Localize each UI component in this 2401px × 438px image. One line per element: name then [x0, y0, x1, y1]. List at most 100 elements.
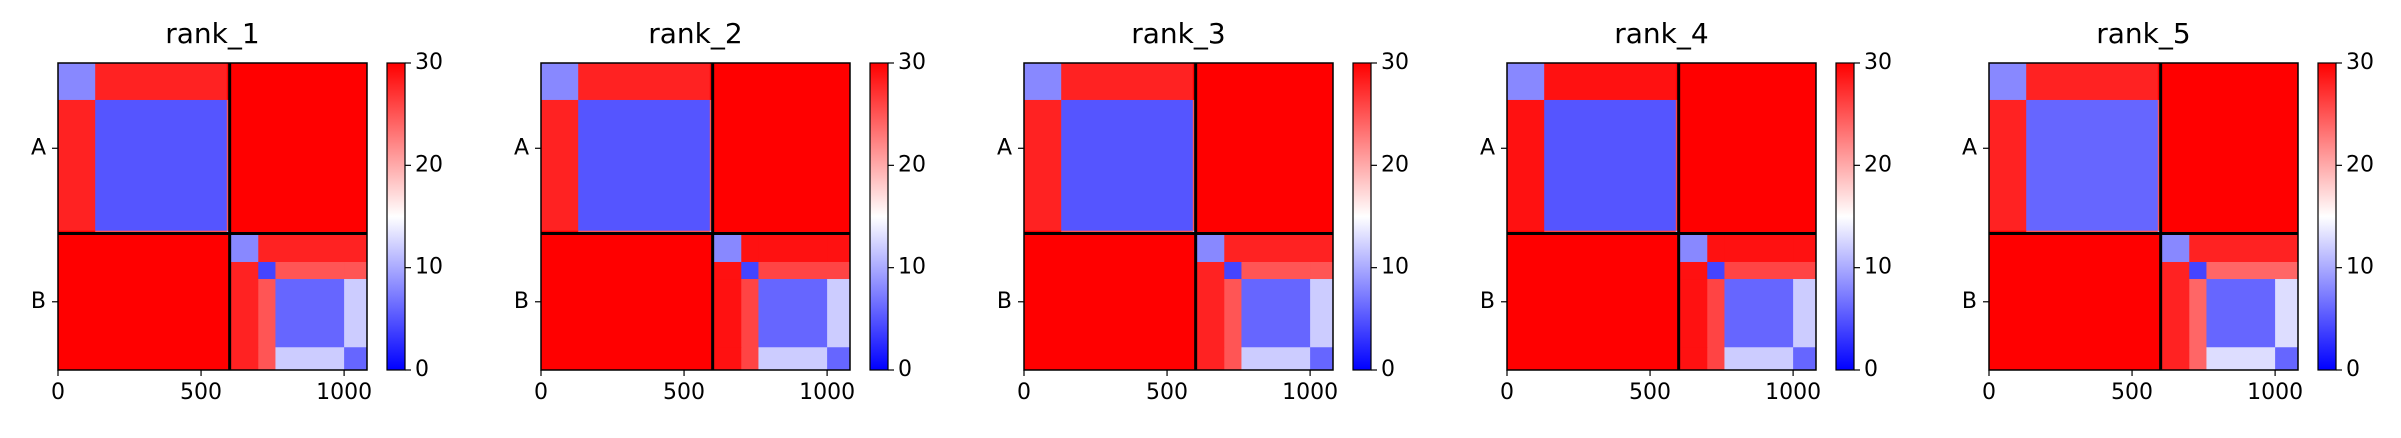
heatmap-cell	[1224, 99, 1242, 232]
heatmap-cell	[1241, 99, 1311, 232]
heatmap-cell	[1793, 99, 1817, 232]
heatmap-cell	[2189, 261, 2207, 280]
heatmap-cell	[1544, 63, 1677, 101]
y-tick-label: A	[997, 135, 1012, 160]
heatmap-cell	[2189, 63, 2207, 101]
heatmap-cell	[1707, 347, 1725, 371]
heatmap-cell	[344, 347, 368, 371]
heatmap-cell	[541, 63, 579, 101]
heatmap-cell	[1793, 347, 1817, 371]
heatmap-cell	[1195, 233, 1225, 263]
y-tick-label: B	[1962, 289, 1977, 314]
heatmap-cell	[1224, 347, 1242, 371]
heatmap-cell	[827, 233, 851, 263]
heatmap-cell	[1241, 261, 1311, 280]
colorbar-tick-label: 20	[415, 152, 443, 177]
heatmap-cell	[758, 99, 828, 232]
heatmap-cell	[827, 63, 851, 101]
heatmap-cell	[258, 347, 276, 371]
heatmap-cell	[758, 347, 828, 371]
y-tick-label: B	[997, 289, 1012, 314]
colorbar-tick-label: 20	[2346, 152, 2374, 177]
heatmap-cell	[1024, 347, 1062, 371]
heatmap-cell	[1241, 63, 1311, 101]
colorbar-tick-label: 0	[1381, 357, 1395, 382]
heatmap-cell	[2189, 233, 2207, 263]
heatmap-cell	[541, 279, 579, 348]
x-tick-label: 0	[1982, 380, 1996, 405]
y-tick-label: B	[31, 289, 46, 314]
colorbar-tick-label: 30	[2346, 50, 2374, 75]
heatmap-cell	[1678, 63, 1708, 101]
heatmap-cell	[229, 99, 259, 232]
heatmap-cell	[275, 99, 345, 232]
panel: rank_1 0 500 1000 A B 0 10 20 30	[31, 17, 443, 405]
colorbar-tick-label: 10	[2346, 255, 2374, 280]
heatmap-cell	[2026, 99, 2159, 232]
heatmap-cell	[275, 279, 345, 348]
x-tick-label: 1000	[2247, 380, 2303, 405]
heatmap-cell	[1061, 347, 1194, 371]
x-tick-label: 500	[1629, 380, 1671, 405]
heatmap-cell	[2160, 261, 2190, 280]
heatmap-cell	[2160, 279, 2190, 348]
heatmap-cell	[1195, 347, 1225, 371]
plot-frame	[1988, 62, 2299, 371]
heatmap-cell	[1989, 63, 2027, 101]
heatmap-cell	[1061, 233, 1194, 263]
heatmap-cell	[1310, 261, 1334, 280]
heatmap-cell	[95, 233, 228, 263]
heatmap-cell	[1310, 347, 1334, 371]
heatmap-cell	[1310, 279, 1334, 348]
colorbar	[2317, 62, 2337, 371]
y-tick-label: A	[1962, 135, 1977, 160]
heatmap-cell	[1544, 279, 1677, 348]
heatmap-cell	[258, 63, 276, 101]
x-tick-label: 500	[1146, 380, 1188, 405]
heatmap-cell	[58, 347, 96, 371]
heatmap-cell	[578, 233, 711, 263]
heatmap-cell	[1195, 99, 1225, 232]
x-tick-label: 500	[663, 380, 705, 405]
heatmap-cell	[1310, 63, 1334, 101]
heatmap-cell	[1507, 261, 1545, 280]
heatmap-cell	[741, 279, 759, 348]
colorbar-tick-label: 30	[415, 50, 443, 75]
heatmap-cell	[2275, 233, 2299, 263]
x-tick-label: 0	[1500, 380, 1514, 405]
colorbar-tick-label: 0	[1864, 357, 1878, 382]
heatmap-cell	[1024, 279, 1062, 348]
colorbar-tick-label: 30	[898, 50, 926, 75]
heatmap-cell	[1707, 63, 1725, 101]
heatmap-cell	[1061, 99, 1194, 232]
heatmap-cell	[2275, 261, 2299, 280]
colorbar-tick-label: 20	[898, 152, 926, 177]
heatmap-cell	[541, 347, 579, 371]
heatmap-cell	[1507, 347, 1545, 371]
heatmap-cell	[95, 261, 228, 280]
heatmap-cell	[344, 279, 368, 348]
heatmap-cell	[1507, 279, 1545, 348]
heatmap-cell	[2275, 347, 2299, 371]
heatmap-cell	[712, 261, 742, 280]
heatmap-cell	[344, 63, 368, 101]
heatmap-cell	[741, 347, 759, 371]
y-tick-label: B	[1480, 289, 1495, 314]
heatmap-cell	[741, 233, 759, 263]
y-tick-label: A	[514, 135, 529, 160]
x-tick-label: 0	[1017, 380, 1031, 405]
heatmap-cell	[578, 347, 711, 371]
y-tick-label: B	[514, 289, 529, 314]
heatmap-cell	[1793, 261, 1817, 280]
panel-title: rank_5	[2096, 17, 2190, 50]
heatmap-cell	[1989, 347, 2027, 371]
heatmap-cell	[95, 63, 228, 101]
heatmap-cell	[58, 261, 96, 280]
heatmap-cell	[2189, 99, 2207, 232]
panel: rank_4 0 500 1000 A B 0 10 20 30	[1480, 17, 1892, 405]
heatmap-cell	[758, 279, 828, 348]
heatmap-cell	[229, 279, 259, 348]
heatmap-cell	[1544, 261, 1677, 280]
